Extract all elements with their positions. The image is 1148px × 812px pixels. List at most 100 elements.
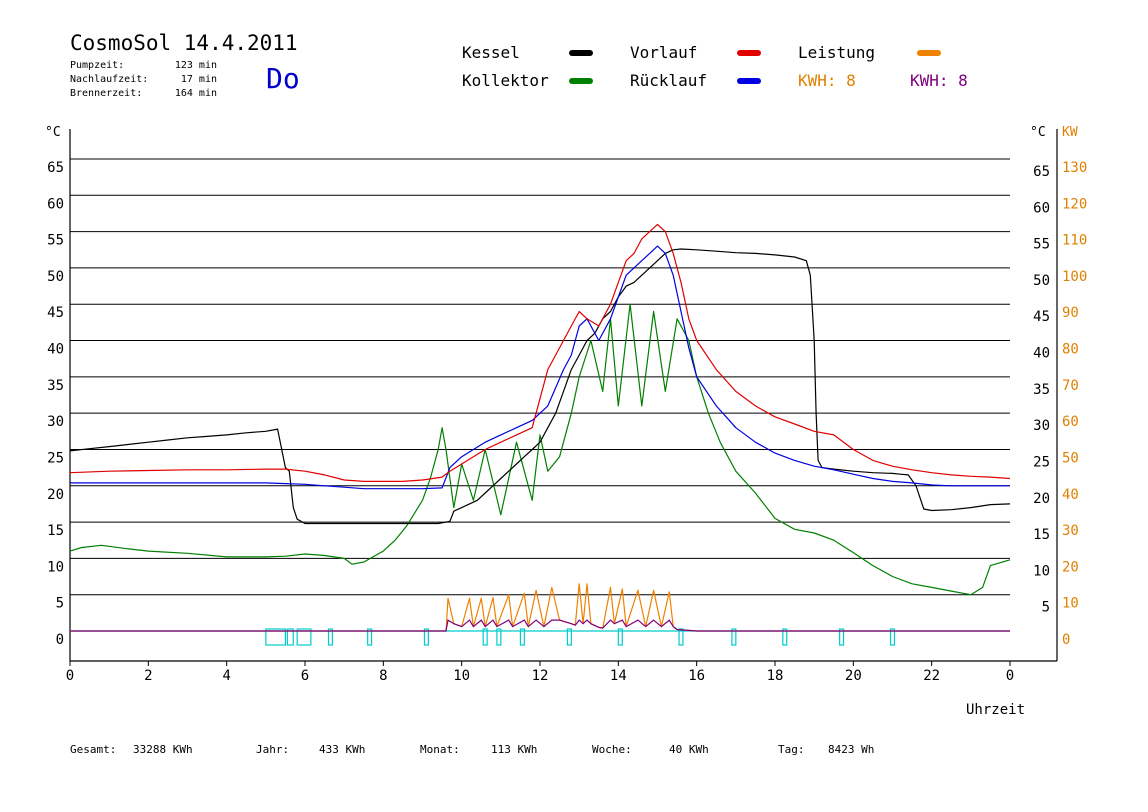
x-tick-label: 4 [222,668,230,684]
x-axis-label: Uhrzeit [966,702,1025,718]
footer-value: 8423 Wh [828,743,874,756]
y-tick-right-label: 65 [1033,164,1050,180]
switch-marker [286,628,294,646]
legend-label: Vorlauf [630,43,697,62]
y-tick-kw-label: 10 [1062,596,1079,612]
y-tick-right-label: 60 [1033,200,1050,216]
y-tick-kw-label: 80 [1062,342,1079,358]
y-tick-right-label: 25 [1033,454,1050,470]
y-tick-left-label: 60 [47,196,64,212]
stat-value: 164 min [175,88,217,99]
stat-value: 123 min [175,60,217,71]
y-tick-left-label: 25 [47,450,64,466]
x-tick-label: 16 [688,668,705,684]
footer-label: Jahr: [256,743,289,756]
series-line-vorlauf [69,223,1011,482]
y-tick-left-label: 65 [47,160,64,176]
switch-marker [617,628,623,646]
y-tick-right-label: 40 [1033,346,1050,362]
y-axis-left-label: °C [45,125,61,140]
y-tick-right-label: 45 [1033,309,1050,325]
switch-marker [839,628,845,646]
footer-value: 33288 KWh [133,743,193,756]
legend-label: Kollektor [462,71,549,90]
legend-label: Kessel [462,43,520,62]
legend-label: Leistung [798,43,875,62]
x-tick-label: 18 [767,668,784,684]
y-tick-kw-label: 120 [1062,196,1087,212]
series-line-ruecklauf [70,245,1010,490]
x-tick-label: 2 [144,668,152,684]
y-tick-kw-label: 100 [1062,269,1087,285]
x-tick-label: 6 [301,668,309,684]
x-tick-label: 0 [1006,668,1014,684]
x-tick-label: 8 [379,668,387,684]
footer-label: Gesamt: [70,743,116,756]
switch-marker [296,628,312,646]
y-tick-left-label: 50 [47,269,64,285]
stat-value: 17 min [181,74,217,85]
y-tick-kw-label: 30 [1062,523,1079,539]
y-tick-right-label: 35 [1033,382,1050,398]
switch-markers [265,628,896,646]
y-tick-left-label: 10 [47,559,64,575]
switch-marker [678,628,684,646]
switch-marker [889,628,896,646]
y-tick-left-label: 15 [47,523,64,539]
y-tick-left-label: 40 [47,342,64,358]
stat-label: Brennerzeit: [70,88,142,99]
switch-marker [423,628,429,646]
legend: Kessel Vorlauf Leistung Kollektor Rücklauf KW… [462,43,968,90]
header-stats: Pumpzeit: 123 min Nachlaufzeit: 17 min Brenn… [70,60,217,99]
y-tick-left-label: 5 [56,596,64,612]
y-tick-left-label: 20 [47,487,64,503]
y-tick-kw-label: 70 [1062,378,1079,394]
legend-kwh: KWH: 8 [798,71,856,90]
x-tick-label: 22 [923,668,940,684]
series-line-leistung2 [70,619,1010,632]
series-lines [69,223,1011,632]
y-tick-left-label: 55 [47,233,64,249]
footer-label: Woche: [592,743,632,756]
footer-totals: Gesamt: 33288 KWh Jahr: 433 KWh Monat: 113 KW… [70,743,874,756]
chart-title: CosmoSol 14.4.2011 [70,31,298,55]
y-tick-kw-label: 40 [1062,487,1079,503]
stat-label: Pumpzeit: [70,60,124,71]
y-tick-left-label: 30 [47,414,64,430]
y-tick-kw-label: 50 [1062,450,1079,466]
switch-marker [566,628,572,646]
y-tick-kw-label: 110 [1062,233,1087,249]
y-tick-right-label: 30 [1033,418,1050,434]
switch-marker [367,628,373,646]
y-tick-left-label: 45 [47,305,64,321]
switch-marker [731,628,737,646]
y-tick-right-label: 15 [1033,527,1050,543]
x-tick-label: 20 [845,668,862,684]
legend-kwh: KWH: 8 [910,71,968,90]
y-axis-right2-label: KW [1062,125,1078,140]
series-line-kollektor [69,303,1011,596]
y-tick-right-label: 20 [1033,491,1050,507]
y-tick-right-label: 50 [1033,273,1050,289]
y-tick-kw-label: 60 [1062,414,1079,430]
switch-marker [482,628,488,646]
axes [69,129,1058,662]
switch-marker [782,628,788,646]
y-tick-left-label: 0 [56,632,64,648]
y-tick-right-label: 55 [1033,237,1050,253]
footer-value: 40 KWh [669,743,709,756]
switch-marker [327,628,334,646]
legend-label: Rücklauf [630,71,707,90]
x-tick-label: 12 [532,668,549,684]
x-tick-label: 14 [610,668,627,684]
grid-lines [70,158,1010,596]
switch-marker [265,628,287,646]
switch-marker [496,628,502,646]
footer-value: 433 KWh [319,743,365,756]
y-axis-right-label: °C [1030,125,1046,140]
y-tick-kw-label: 90 [1062,305,1079,321]
day-label: Do [266,62,300,95]
footer-value: 113 KWh [491,743,537,756]
